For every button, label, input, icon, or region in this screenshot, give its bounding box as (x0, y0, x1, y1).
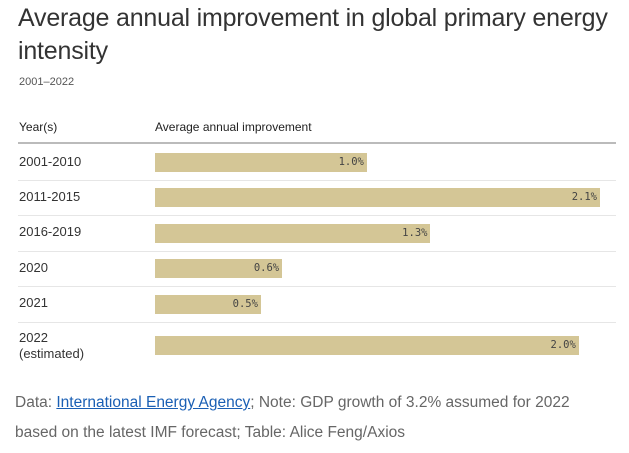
bar-value-label: 1.3% (402, 226, 428, 239)
bar-value-label: 2.0% (550, 338, 576, 351)
row-label: 2001-2010 (19, 154, 81, 170)
bar-value-label: 0.5% (232, 297, 258, 310)
row-label: 2020 (19, 260, 48, 276)
table-row: 2020 0.6% (18, 251, 616, 287)
bar: 2.0% (155, 335, 579, 355)
row-label-line: 2001-2010 (19, 154, 82, 169)
table-row: 2021 0.5% (18, 286, 616, 323)
source-prefix: Data: (15, 394, 57, 411)
row-label-line: (estimated) (19, 346, 85, 361)
bar-value-label: 2.1% (571, 191, 597, 203)
table-row: 2022 (estimated) 2.0% (18, 322, 616, 368)
row-label-line: 2011-2015 (19, 189, 81, 204)
bar: 1.0% (155, 153, 367, 172)
header-divider (18, 142, 616, 144)
source-rest: ; Note: GDP growth of 3.2% assumed for 2… (15, 394, 570, 441)
row-label: 2022 (estimated) (19, 330, 84, 362)
row-label: 2011-2015 (19, 189, 80, 205)
row-label-line: 2016-2019 (19, 224, 82, 239)
row-label-line: 2022 (19, 330, 48, 345)
table-row: 2001-2010 1.0% (18, 145, 616, 181)
bar: 0.6% (155, 259, 283, 278)
header-years: Year(s) (19, 120, 58, 134)
bar: 1.3% (155, 223, 431, 243)
table-row: 2016-2019 1.3% (18, 215, 616, 252)
header-improvement: Average annual improvement (155, 120, 312, 134)
chart-subtitle: 2001–2022 (19, 76, 75, 88)
row-label-line: 2020 (19, 260, 48, 275)
bar: 0.5% (155, 294, 261, 314)
chart-title: Average annual improvement in global pri… (18, 4, 608, 65)
row-label: 2016-2019 (19, 224, 81, 240)
source-link[interactable]: International Energy Agency (56, 394, 251, 411)
row-label-line: 2021 (19, 295, 48, 310)
bar-value-label: 0.6% (253, 262, 280, 274)
table-row: 2011-2015 2.1% (18, 180, 616, 216)
bar: 2.1% (155, 188, 600, 207)
bar-value-label: 1.0% (338, 156, 364, 168)
row-label: 2021 (19, 295, 48, 311)
source-note: Data: International Energy Agency; Note:… (15, 388, 615, 448)
